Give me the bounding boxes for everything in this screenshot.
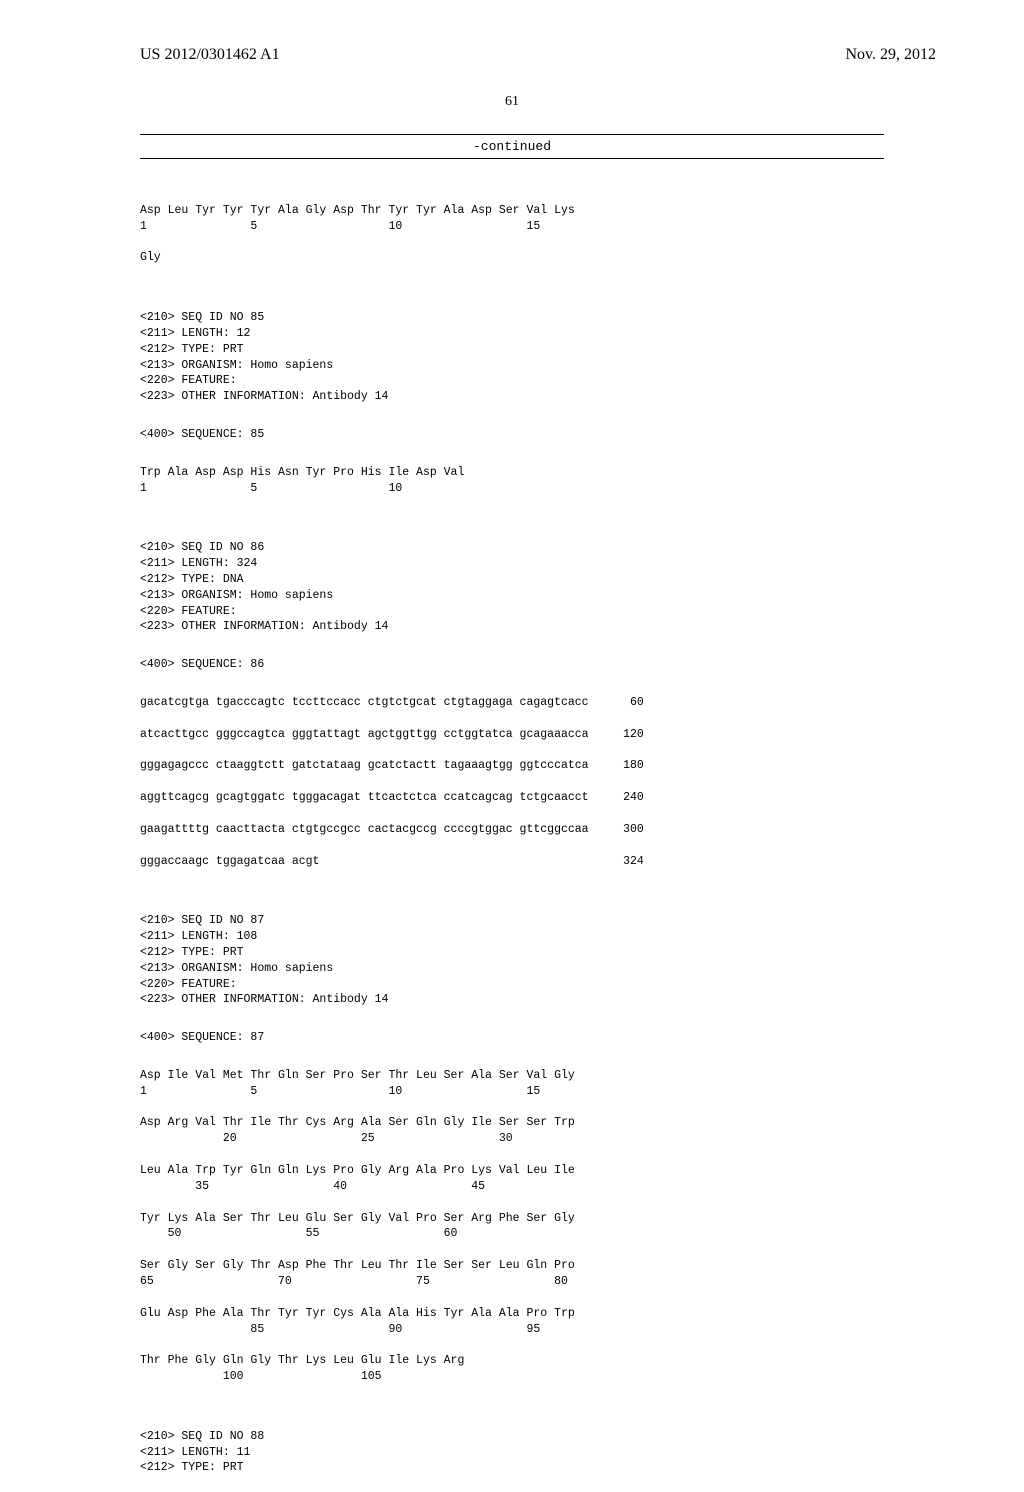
seq87-body: Asp Ile Val Met Thr Gln Ser Pro Ser Thr … [140, 1068, 1024, 1385]
page-header: US 2012/0301462 A1 Nov. 29, 2012 [0, 0, 1024, 64]
publication-number: US 2012/0301462 A1 [140, 46, 280, 64]
seq87-header: <210> SEQ ID NO 87 <211> LENGTH: 108 <21… [140, 913, 1024, 1008]
page-number: 61 [0, 94, 1024, 110]
rule-bottom [140, 158, 884, 159]
seq84-tail: Asp Leu Tyr Tyr Tyr Ala Gly Asp Thr Tyr … [140, 203, 1024, 266]
seq87-label: <400> SEQUENCE: 87 [140, 1030, 1024, 1046]
publication-date: Nov. 29, 2012 [845, 46, 936, 64]
continued-banner: -continued [140, 134, 884, 159]
seq86-header: <210> SEQ ID NO 86 <211> LENGTH: 324 <21… [140, 540, 1024, 635]
seq85-label: <400> SEQUENCE: 85 [140, 427, 1024, 443]
seq88-header: <210> SEQ ID NO 88 <211> LENGTH: 11 <212… [140, 1429, 1024, 1477]
seq86-label: <400> SEQUENCE: 86 [140, 657, 1024, 673]
seq86-body: gacatcgtga tgacccagtc tccttccacc ctgtctg… [140, 695, 1024, 869]
sequence-listing: Asp Leu Tyr Tyr Tyr Ala Gly Asp Thr Tyr … [140, 175, 1024, 1492]
seq85-body: Trp Ala Asp Asp His Asn Tyr Pro His Ile … [140, 465, 1024, 497]
seq85-header: <210> SEQ ID NO 85 <211> LENGTH: 12 <212… [140, 310, 1024, 405]
continued-label: -continued [140, 135, 884, 158]
